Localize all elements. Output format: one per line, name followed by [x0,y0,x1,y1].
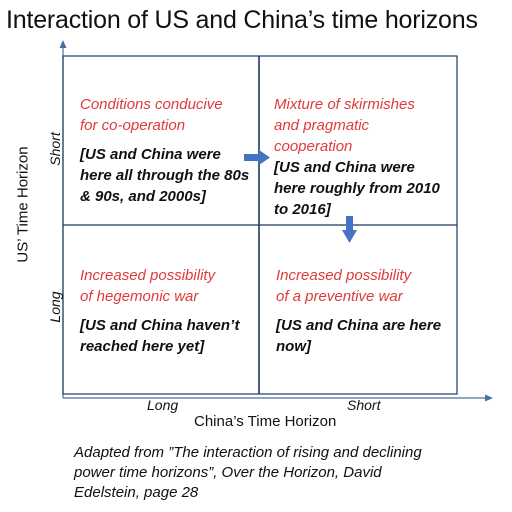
quadrant-bottom-left: Increased possibility of hegemonic war [… [80,265,239,357]
quadrant-bottom-right: Increased possibility of a preventive wa… [276,265,441,357]
note-line: [US and China were [80,146,221,163]
quadrant-heading: Increased possibility of hegemonic war [80,265,239,307]
quadrant-heading: Mixture of skirmishes and pragmatic coop… [274,94,440,157]
heading-line: for co-operation [80,117,186,134]
caption-line: Adapted from ”The interaction of rising … [74,444,422,461]
page-title: Interaction of US and China’s time horiz… [6,6,478,34]
arrow-down-icon [342,216,357,243]
quadrant-heading: Conditions conducive for co-operation [80,94,249,136]
caption-line: power time horizons”, Over the Horizon, … [74,464,382,481]
x-axis-label: China’s Time Horizon [194,413,337,430]
quadrant-top-right: Mixture of skirmishes and pragmatic coop… [274,94,440,220]
heading-line: and pragmatic [274,117,370,134]
note-line: now] [276,338,311,355]
y-axis-label: US’ Time Horizon [14,146,32,263]
quadrant-note: [US and China were here roughly from 201… [274,157,440,220]
heading-line: Increased possibility [276,267,412,284]
arrow-right-icon [244,150,270,165]
y-axis-arrowhead [59,40,67,48]
y-tick-short: Short [47,132,63,166]
quadrant-top-left: Conditions conducive for co-operation [U… [80,94,249,207]
note-line: here all through the 80s [80,167,250,184]
note-line: reached here yet] [80,338,205,355]
note-line: to 2016] [274,201,331,218]
y-tick-long: Long [47,291,63,323]
caption-line: Edelstein, page 28 [74,484,199,501]
heading-line: of a preventive war [276,288,403,305]
quadrant-note: [US and China haven’t reached here yet] [80,315,239,357]
note-line: [US and China are here [276,317,442,334]
heading-line: cooperation [274,138,353,155]
heading-line: Mixture of skirmishes [274,96,415,113]
x-tick-long: Long [147,397,179,413]
heading-line: Conditions conducive [80,96,223,113]
x-axis-arrowhead [485,394,493,402]
quadrant-note: [US and China were here all through the … [80,144,249,207]
note-line: here roughly from 2010 [274,180,440,197]
heading-line: Increased possibility [80,267,216,284]
heading-line: of hegemonic war [80,288,199,305]
quadrant-heading: Increased possibility of a preventive wa… [276,265,441,307]
source-caption: Adapted from ”The interaction of rising … [74,443,494,503]
quadrant-note: [US and China are here now] [276,315,441,357]
note-line: & 90s, and 2000s] [80,188,206,205]
note-line: [US and China were [274,159,415,176]
x-tick-short: Short [347,397,381,413]
note-line: [US and China haven’t [80,317,240,334]
